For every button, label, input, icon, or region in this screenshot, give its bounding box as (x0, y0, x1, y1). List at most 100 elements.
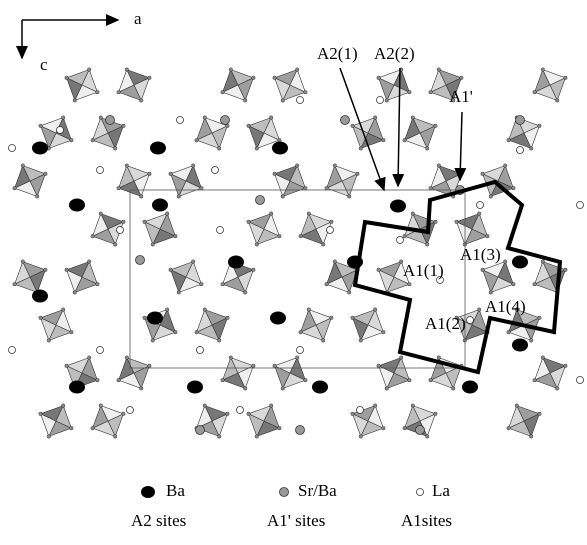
oxygen (408, 90, 412, 94)
legend-name: Sr/Ba (298, 481, 337, 500)
oxygen (304, 90, 308, 94)
oxygen (555, 387, 559, 391)
oxygen (269, 116, 273, 120)
oxygen (73, 99, 77, 103)
oxygen (425, 435, 429, 439)
la-atom (9, 347, 16, 354)
oxygen (541, 356, 545, 360)
oxygen (70, 138, 74, 142)
srba-atom (341, 116, 350, 125)
oxygen (408, 282, 412, 286)
oxygen (247, 220, 251, 224)
oxygen (429, 186, 433, 190)
oxygen (195, 138, 199, 142)
oxygen (451, 387, 455, 391)
oxygen (203, 308, 207, 312)
oxygen (330, 316, 334, 320)
oxygen (61, 404, 65, 408)
oxygen (226, 316, 230, 320)
ba-atom (32, 142, 48, 155)
legend-site: A1' sites (267, 511, 325, 530)
legend-name: La (432, 481, 450, 500)
ba-atom (270, 312, 286, 325)
oxygen (278, 426, 282, 430)
oxygen (304, 186, 308, 190)
site-label: A1(4) (485, 297, 526, 316)
oxygen (541, 68, 545, 72)
legend-symbol-srba (280, 488, 289, 497)
oxygen (356, 172, 360, 176)
oxygen (177, 195, 181, 199)
oxygen (221, 282, 225, 286)
oxygen (437, 68, 441, 72)
oxygen (113, 435, 117, 439)
oxygen (195, 330, 199, 334)
oxygen (564, 76, 568, 80)
oxygen (148, 76, 152, 80)
la-atom (197, 347, 204, 354)
oxygen (122, 220, 126, 224)
oxygen (255, 243, 259, 247)
la-atom (127, 407, 134, 414)
oxygen (295, 164, 299, 168)
oxygen (247, 412, 251, 416)
oxygen (243, 99, 247, 103)
oxygen (477, 212, 481, 216)
oxygen (91, 426, 95, 430)
oxygen (460, 76, 464, 80)
oxygen (351, 316, 355, 320)
oxygen (252, 268, 256, 272)
oxygen (437, 164, 441, 168)
oxygen (217, 147, 221, 151)
oxygen (538, 316, 542, 320)
axis-c-label: c (40, 55, 48, 74)
la-atom (477, 202, 484, 209)
site-label: A1(2) (425, 314, 466, 333)
oxygen (333, 164, 337, 168)
oxygen (408, 378, 412, 382)
oxygen (65, 76, 69, 80)
oxygen (39, 316, 43, 320)
oxygen (96, 378, 100, 382)
oxygen (39, 412, 43, 416)
ba-atom (69, 381, 85, 394)
oxygen (139, 195, 143, 199)
oxygen (477, 308, 481, 312)
oxygen (529, 339, 533, 343)
oxygen (359, 435, 363, 439)
oxygen (325, 186, 329, 190)
oxygen (99, 116, 103, 120)
oxygen (243, 291, 247, 295)
oxygen (200, 186, 204, 190)
oxygen (425, 243, 429, 247)
pointer-arrow (460, 112, 462, 180)
oxygen (125, 164, 129, 168)
oxygen (91, 234, 95, 238)
la-atom (517, 147, 524, 154)
ba-atom (32, 290, 48, 303)
oxygen (44, 268, 48, 272)
ba-atom (512, 339, 528, 352)
oxygen (148, 364, 152, 368)
oxygen (434, 124, 438, 128)
oxygen (538, 412, 542, 416)
la-atom (467, 317, 474, 324)
oxygen (113, 147, 117, 151)
oxygen (403, 138, 407, 142)
oxygen (529, 435, 533, 439)
oxygen (174, 234, 178, 238)
oxygen (538, 124, 542, 128)
oxygen (226, 412, 230, 416)
oxygen (87, 356, 91, 360)
oxygen (481, 172, 485, 176)
oxygen (411, 116, 415, 120)
ba-atom (462, 381, 478, 394)
oxygen (351, 124, 355, 128)
ba-atom (512, 256, 528, 269)
oxygen (139, 387, 143, 391)
ba-atom (390, 200, 406, 213)
oxygen (35, 195, 39, 199)
oxygen (307, 308, 311, 312)
oxygen (191, 260, 195, 264)
oxygen (91, 138, 95, 142)
